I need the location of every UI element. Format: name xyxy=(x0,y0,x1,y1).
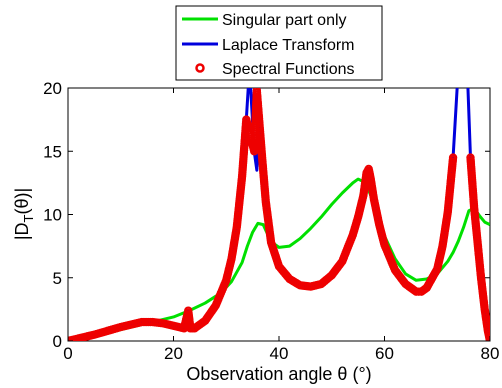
x-tick-label: 0 xyxy=(63,344,72,363)
y-axis-label-main: |D xyxy=(12,222,32,240)
y-tick-label: 15 xyxy=(43,142,62,161)
series-markers-spectral xyxy=(68,88,490,341)
y-axis-label-sub: T xyxy=(21,214,36,222)
y-tick-label: 10 xyxy=(43,206,62,225)
y-axis-label-tail: (θ)| xyxy=(12,188,32,215)
x-tick-label: 20 xyxy=(164,344,183,363)
plot-frame xyxy=(67,87,491,342)
spectral-marker xyxy=(448,153,458,162)
x-axis-label: Observation angle θ (°) xyxy=(186,364,371,384)
legend-label-spectral: Spectral Functions xyxy=(222,61,355,78)
x-tick-label: 40 xyxy=(270,344,289,363)
y-tick-label: 20 xyxy=(43,79,62,98)
legend-label-singular: Singular part only xyxy=(222,12,347,29)
x-tick-label: 80 xyxy=(481,344,500,363)
legend: Singular part only Laplace Transform Spe… xyxy=(175,5,383,81)
y-axis-label: |DT(θ)| xyxy=(12,188,36,240)
legend-swatch-spectral xyxy=(195,63,205,73)
x-tick-label: 60 xyxy=(375,344,394,363)
y-tick-label: 0 xyxy=(53,332,62,351)
y-tick-label: 5 xyxy=(53,269,62,288)
legend-label-laplace: Laplace Transform xyxy=(222,37,355,54)
